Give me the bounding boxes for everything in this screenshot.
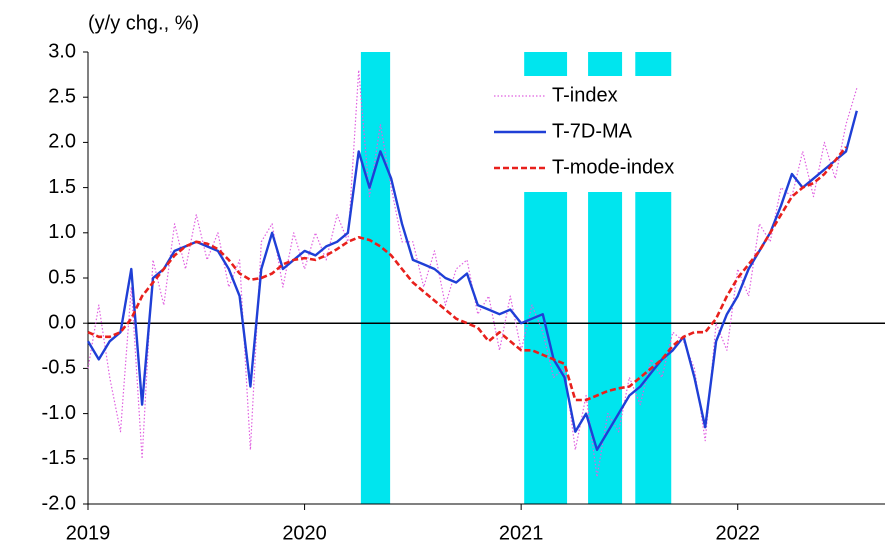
y-tick-label: 0.0 xyxy=(48,311,76,333)
y-tick-label: 2.0 xyxy=(48,131,76,153)
series-line xyxy=(86,110,858,451)
legend-label: T-index xyxy=(552,84,618,106)
legend-box xyxy=(490,76,716,192)
legend-label: T-mode-index xyxy=(552,156,674,178)
y-tick-label: 3.0 xyxy=(48,40,76,62)
y-tick-label: 1.5 xyxy=(48,176,76,198)
y-tick-label: -1.5 xyxy=(42,447,76,469)
series-line xyxy=(87,146,848,402)
y-tick-label: 2.5 xyxy=(48,85,76,107)
y-tick-label: 0.5 xyxy=(48,266,76,288)
y-axis-label: (y/y chg., %) xyxy=(88,12,199,34)
y-tick-label: -2.0 xyxy=(42,492,76,514)
y-tick-label: 1.0 xyxy=(48,221,76,243)
shaded-period xyxy=(360,52,391,504)
y-tick-label: -1.0 xyxy=(42,402,76,424)
x-tick-label: 2020 xyxy=(282,522,327,544)
x-tick-label: 2022 xyxy=(715,522,760,544)
legend-label: T-7D-MA xyxy=(552,120,633,142)
x-tick-label: 2019 xyxy=(66,522,111,544)
y-tick-label: -0.5 xyxy=(42,357,76,379)
x-tick-label: 2021 xyxy=(499,522,544,544)
series-line xyxy=(87,69,858,478)
